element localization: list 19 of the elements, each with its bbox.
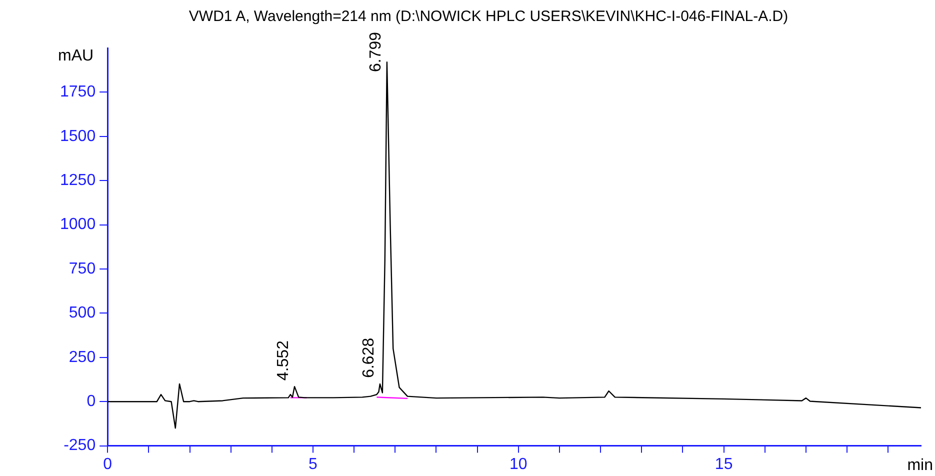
x-axis-title: min: [907, 457, 933, 474]
x-tick-label: 10: [510, 456, 528, 473]
y-tick-label: 1750: [60, 84, 96, 101]
x-tick-label: 0: [103, 456, 112, 473]
y-tick-label: 1250: [60, 172, 96, 190]
y-tick-label: 1000: [60, 216, 96, 234]
annotation: 4.552: [275, 340, 292, 381]
y-tick-label: 1500: [60, 128, 96, 145]
x-tick-label: 5: [308, 456, 318, 473]
y-tick-label: 0: [86, 393, 96, 410]
annotation: 6.628: [360, 338, 378, 378]
y-axis-title: mAU: [58, 47, 94, 64]
y-tick-label: 500: [68, 304, 96, 322]
x-tick-label: 15: [714, 456, 733, 473]
y-tick-label: 750: [68, 260, 96, 278]
annotation: 6.799: [367, 32, 384, 72]
chart-title: VWD1 A, Wavelength=214 nm (D:\NOWICK HPLC USERS\KEVIN\KHC-I-046-FINAL-A.D): [188, 8, 788, 26]
y-tick-label: -250: [64, 437, 96, 454]
y-tick-label: 250: [68, 348, 96, 366]
